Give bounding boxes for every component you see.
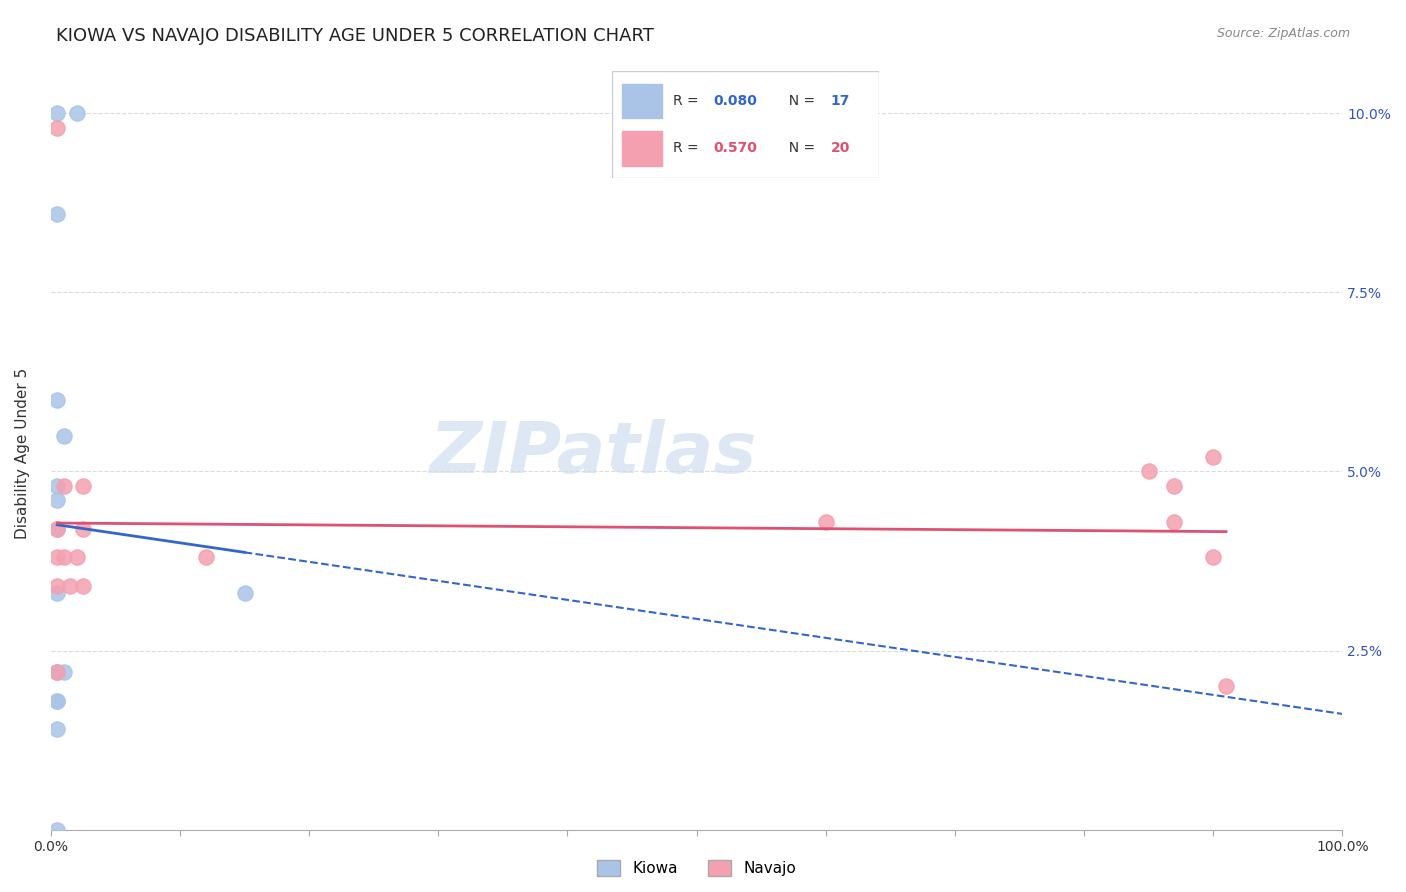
Point bbox=[1202, 450, 1225, 464]
Y-axis label: Disability Age Under 5: Disability Age Under 5 bbox=[15, 368, 30, 539]
Point bbox=[1202, 550, 1225, 565]
Point bbox=[46, 579, 69, 593]
Point bbox=[59, 579, 82, 593]
Text: R =: R = bbox=[673, 95, 703, 108]
Point bbox=[52, 428, 75, 442]
Point bbox=[46, 694, 69, 708]
Point bbox=[46, 106, 69, 120]
FancyBboxPatch shape bbox=[612, 71, 879, 178]
Legend: Kiowa, Navajo: Kiowa, Navajo bbox=[591, 854, 803, 882]
Point bbox=[46, 479, 69, 493]
Point bbox=[233, 586, 256, 600]
Text: N =: N = bbox=[780, 95, 820, 108]
Point bbox=[52, 479, 75, 493]
Point bbox=[1163, 515, 1185, 529]
Point bbox=[66, 106, 89, 120]
Text: KIOWA VS NAVAJO DISABILITY AGE UNDER 5 CORRELATION CHART: KIOWA VS NAVAJO DISABILITY AGE UNDER 5 C… bbox=[56, 27, 654, 45]
Point bbox=[1137, 465, 1160, 479]
Point bbox=[194, 550, 217, 565]
Text: 17: 17 bbox=[831, 95, 851, 108]
Text: 0.080: 0.080 bbox=[713, 95, 756, 108]
Point bbox=[46, 493, 69, 508]
Text: Source: ZipAtlas.com: Source: ZipAtlas.com bbox=[1216, 27, 1350, 40]
Point bbox=[46, 586, 69, 600]
Point bbox=[46, 822, 69, 837]
Point bbox=[46, 392, 69, 407]
Point bbox=[814, 515, 837, 529]
Point bbox=[72, 579, 94, 593]
Bar bbox=[623, 131, 662, 166]
Text: N =: N = bbox=[780, 142, 820, 155]
Point bbox=[46, 694, 69, 708]
Point bbox=[66, 550, 89, 565]
Point bbox=[46, 665, 69, 679]
Point bbox=[46, 522, 69, 536]
Point bbox=[1163, 479, 1185, 493]
Point bbox=[46, 206, 69, 220]
Point bbox=[72, 479, 94, 493]
Point bbox=[52, 550, 75, 565]
Bar bbox=[623, 84, 662, 119]
Point bbox=[46, 120, 69, 135]
Point bbox=[1215, 680, 1237, 694]
Point bbox=[46, 665, 69, 679]
Point bbox=[52, 665, 75, 679]
Point bbox=[46, 723, 69, 737]
Point bbox=[46, 665, 69, 679]
Point bbox=[72, 522, 94, 536]
Point bbox=[46, 522, 69, 536]
Text: ZIPatlas: ZIPatlas bbox=[430, 419, 756, 488]
Text: R =: R = bbox=[673, 142, 703, 155]
Text: 0.570: 0.570 bbox=[713, 142, 756, 155]
Text: 20: 20 bbox=[831, 142, 851, 155]
Point bbox=[46, 550, 69, 565]
